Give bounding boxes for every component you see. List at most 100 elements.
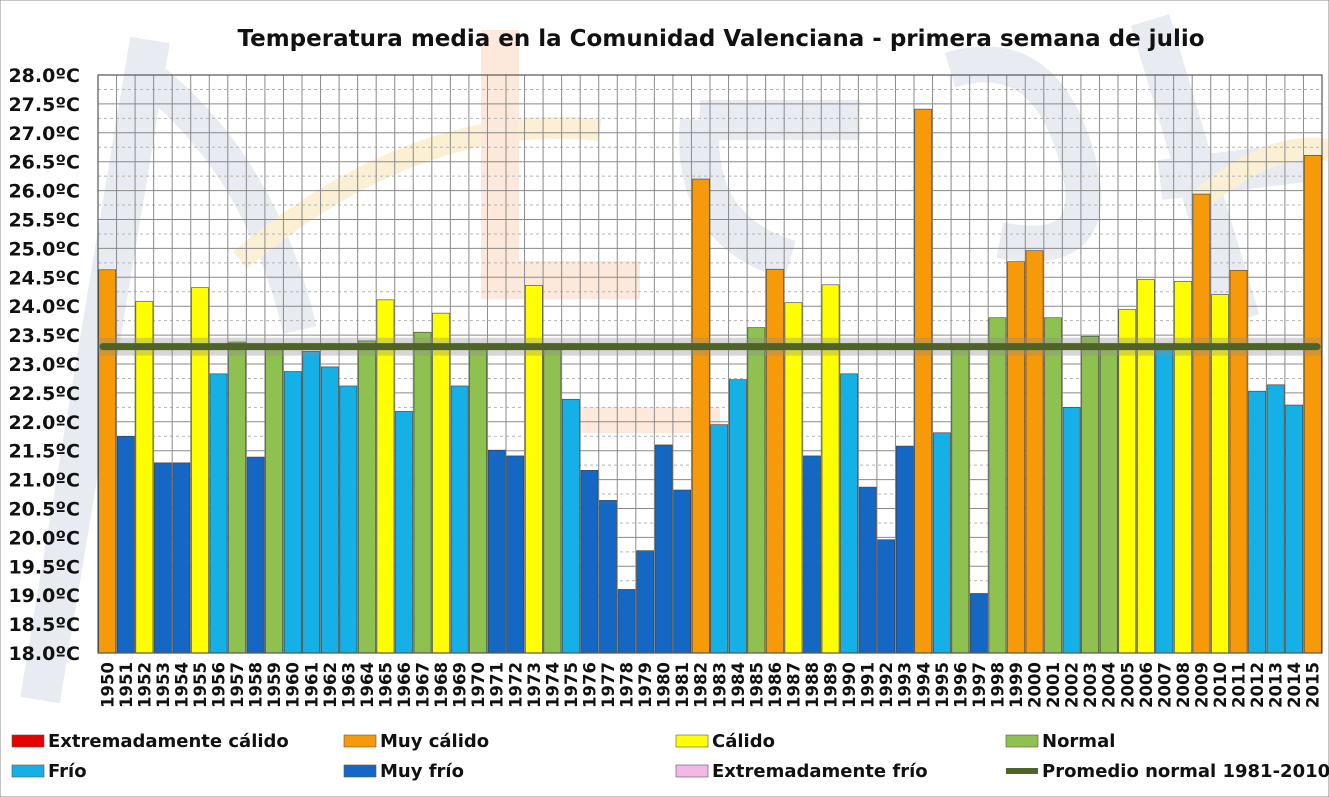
y-tick-label: 25.0ºC	[8, 238, 80, 260]
x-tick-label: 2010	[1211, 662, 1230, 708]
bar	[450, 385, 469, 654]
y-tick-label: 22.5ºC	[8, 383, 80, 405]
bar	[469, 346, 488, 654]
bar	[413, 331, 432, 654]
x-tick-label: 1966	[395, 662, 414, 708]
x-tick-label: 1989	[822, 662, 841, 708]
legend-label: Cálido	[712, 731, 775, 752]
bar	[951, 346, 970, 654]
x-tick-label: 2005	[1118, 662, 1137, 708]
bar	[691, 178, 710, 654]
y-tick-label: 21.0ºC	[8, 470, 80, 492]
bar	[636, 550, 654, 654]
x-tick-label: 2014	[1285, 662, 1304, 708]
bar	[858, 486, 877, 654]
x-tick-label: 2013	[1267, 662, 1286, 708]
x-tick-label: 2008	[1174, 662, 1193, 708]
bar	[710, 424, 729, 654]
bar	[988, 317, 1007, 654]
x-tick-label: 2009	[1192, 662, 1211, 708]
bar	[728, 379, 747, 654]
x-tick-label: 1955	[191, 662, 210, 708]
y-tick-label: 18.5ºC	[8, 614, 80, 636]
bar	[1118, 309, 1137, 654]
bar	[395, 411, 413, 654]
bar	[172, 462, 191, 654]
legend-label: Extremadamente cálido	[48, 731, 289, 752]
x-tick-label: 2004	[1100, 662, 1119, 708]
bar	[1099, 346, 1118, 654]
x-tick-label: 1952	[135, 662, 154, 708]
bar	[1062, 407, 1081, 654]
bars	[98, 108, 1322, 654]
y-tick-label: 27.0ºC	[8, 123, 80, 145]
bar	[617, 589, 636, 654]
x-tick-label: 1959	[265, 662, 284, 708]
bar	[877, 539, 896, 654]
legend-swatch	[343, 764, 377, 778]
y-tick-label: 27.5ºC	[8, 94, 80, 116]
legend-label: Extremadamente frío	[712, 761, 928, 782]
x-tick-label: 1986	[766, 662, 785, 708]
x-tick-label: 2006	[1137, 662, 1156, 708]
x-tick-label: 1951	[117, 662, 136, 708]
x-tick-label: 1984	[729, 662, 748, 708]
bar	[932, 432, 951, 654]
plot-area-border	[97, 74, 1323, 654]
x-tick-label: 1964	[358, 662, 377, 708]
bar	[1248, 390, 1266, 654]
bar	[228, 341, 246, 654]
x-tick-label: 1971	[488, 662, 507, 708]
x-tick-label: 1988	[803, 662, 822, 708]
bar	[1229, 270, 1248, 654]
bar	[803, 455, 821, 654]
bar	[265, 346, 284, 654]
y-tick-label: 24.5ºC	[8, 267, 80, 289]
y-tick-label: 22.0ºC	[8, 412, 80, 434]
bar	[116, 435, 135, 654]
x-tick-label: 1975	[562, 662, 581, 708]
x-tick-label: 1982	[692, 662, 711, 708]
legend-swatch	[343, 734, 377, 748]
bar	[1025, 250, 1044, 654]
legend: Extremadamente cálido Muy cálido Cálido Nor…	[11, 731, 1329, 782]
x-tick-label: 1958	[247, 662, 266, 708]
bar	[543, 346, 562, 654]
x-tick-label: 1995	[933, 662, 952, 708]
bar	[970, 593, 988, 654]
legend-swatch	[11, 734, 45, 748]
bar	[1007, 261, 1025, 654]
bar	[1136, 279, 1155, 654]
axes	[97, 74, 1323, 654]
x-tick-label: 2001	[1044, 662, 1063, 708]
y-tick-label: 26.5ºC	[8, 152, 80, 174]
bar	[506, 455, 525, 654]
x-tick-label: 1962	[321, 662, 340, 708]
bar	[914, 108, 933, 654]
bar	[339, 385, 358, 654]
bar	[154, 462, 172, 654]
x-tick-label: 1985	[747, 662, 766, 708]
x-tick-label: 1973	[525, 662, 544, 708]
legend-swatch	[11, 764, 45, 778]
bar	[487, 449, 506, 654]
y-tick-label: 21.5ºC	[8, 441, 80, 463]
x-tick-label: 1969	[451, 662, 470, 708]
y-tick-label: 26.0ºC	[8, 181, 80, 203]
legend-label: Normal	[1042, 731, 1115, 752]
x-tick-label: 1976	[580, 662, 599, 708]
bar	[209, 373, 228, 654]
x-tick-label: 1990	[840, 662, 859, 708]
reference-line-group	[98, 337, 1322, 356]
y-tick-label: 18.0ºC	[8, 643, 80, 665]
bar	[766, 268, 784, 654]
legend-label: Promedio normal 1981-2010	[1042, 761, 1329, 782]
x-tick-label: 1987	[784, 662, 803, 708]
y-tick-label: 23.5ºC	[8, 325, 80, 347]
y-tick-label: 25.5ºC	[8, 210, 80, 232]
bar	[895, 445, 914, 654]
x-tick-label: 1981	[673, 662, 692, 708]
legend-label: Muy cálido	[380, 731, 489, 752]
